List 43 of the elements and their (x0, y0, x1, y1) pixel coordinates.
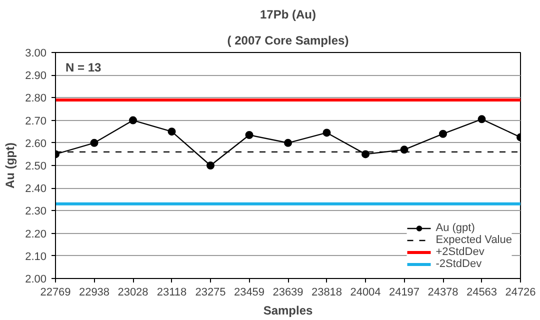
x-tick-label: 24197 (388, 286, 420, 298)
y-tick-label: 2.20 (25, 228, 47, 240)
point (90, 138, 98, 147)
x-tick-label: 22769 (40, 286, 71, 298)
x-tick-label: 24004 (350, 286, 381, 298)
y-tick-label: 2.60 (25, 138, 47, 150)
x-tick-label: 24563 (466, 286, 498, 298)
chart-subtitle: ( 2007 Core Samples) (227, 34, 349, 48)
x-tick-label: 23639 (272, 286, 304, 298)
y-tick-label: 2.90 (25, 70, 47, 82)
x-tick-label: 23275 (195, 286, 226, 298)
point (478, 115, 486, 124)
x-tick-label: 23459 (234, 286, 265, 298)
x-axis-title: Samples (263, 304, 314, 318)
legend-label: +2StdDev (436, 246, 484, 258)
point (362, 150, 370, 158)
point (439, 130, 447, 138)
y-tick-label: 2.70 (25, 115, 47, 128)
legend-label: -2StdDev (436, 258, 482, 270)
x-tick-label: 23028 (118, 286, 148, 298)
y-axis-title: Au (gpt) (3, 142, 18, 188)
y-tick-label: 3.00 (25, 48, 47, 60)
x-tick-label: 22938 (78, 286, 110, 298)
point (284, 138, 292, 147)
legend-label: Au (gpt) (436, 222, 475, 234)
point (168, 128, 176, 136)
point (206, 162, 214, 170)
point (245, 130, 254, 139)
x-tick-label: 23118 (156, 286, 187, 298)
x-tick-label: 24726 (505, 286, 536, 298)
x-tick-label: 24378 (428, 286, 458, 298)
y-tick-label: 2.40 (25, 183, 47, 196)
annotation: N = 13 (66, 60, 102, 74)
chart-title: 17Pb (Au) (260, 8, 316, 22)
point (322, 128, 331, 137)
y-tick-label: 2.00 (25, 274, 47, 286)
y-tick-label: 2.10 (25, 250, 47, 263)
legend-label: Expected Value (436, 234, 512, 246)
y-tick-label: 2.30 (25, 206, 47, 218)
point (129, 116, 137, 124)
y-tick-label: 2.50 (25, 160, 47, 172)
y-tick-label: 2.80 (25, 92, 47, 105)
x-tick-label: 23818 (311, 286, 342, 298)
